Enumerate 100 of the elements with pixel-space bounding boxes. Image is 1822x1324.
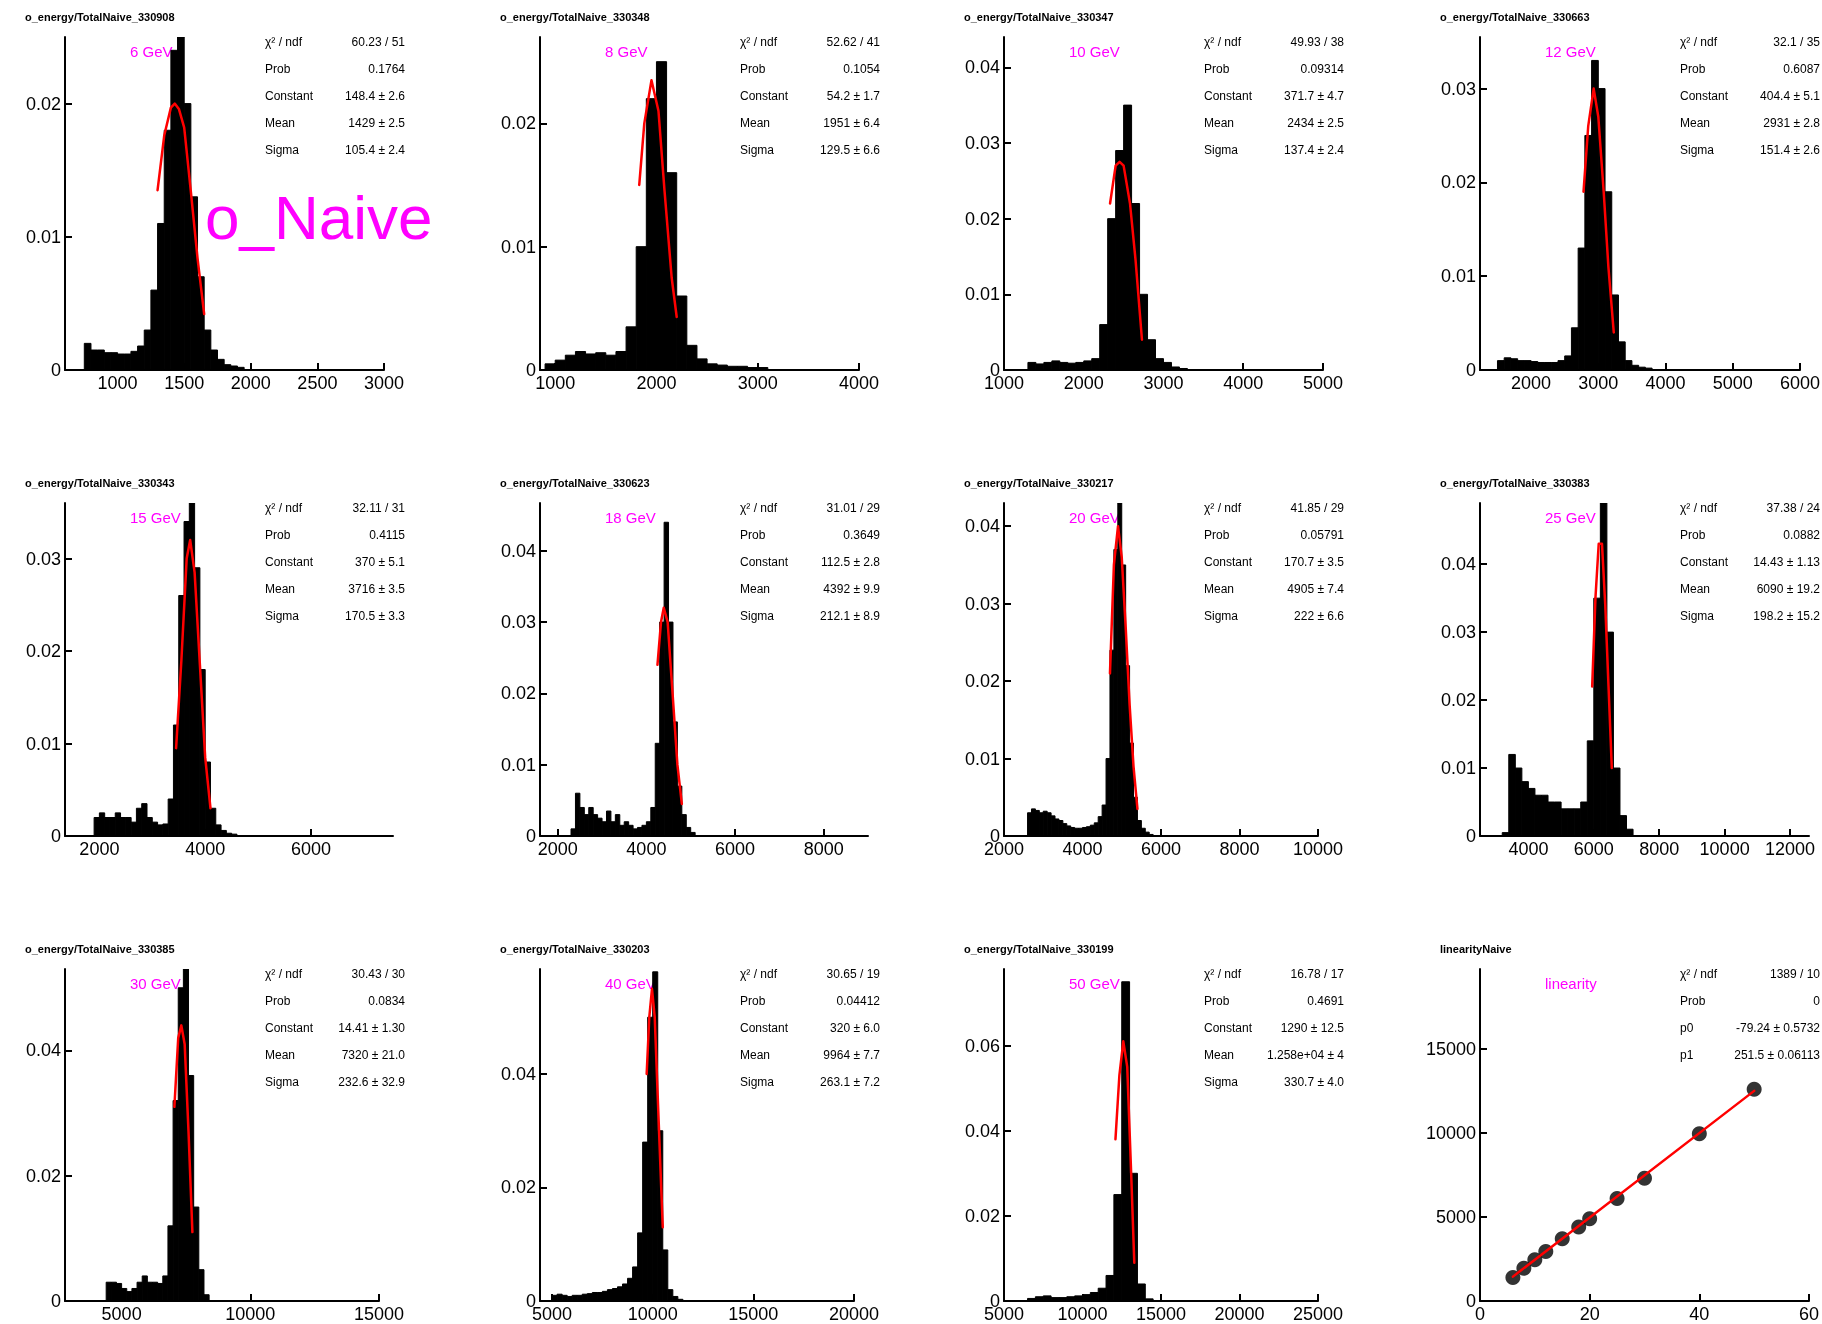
annotation: χ² / ndf — [1680, 967, 1718, 981]
x-tick-label: 4000 — [626, 839, 667, 859]
chart-title: o_energy/TotalNaive_330199 — [964, 942, 1114, 955]
annotation: -79.24 ± 0.5732 — [1736, 1021, 1821, 1035]
annotation: 31.01 / 29 — [826, 501, 881, 515]
annotation: 0.0834 — [368, 994, 406, 1008]
annotation: 60.23 / 51 — [351, 35, 406, 49]
annotation: linearity — [1545, 975, 1598, 992]
x-tick-label: 6000 — [1573, 839, 1614, 859]
annotation: 0.3649 — [843, 528, 881, 542]
annotation: 2434 ± 2.5 — [1287, 116, 1345, 130]
x-tick-label: 6000 — [1140, 839, 1182, 859]
line-series — [656, 606, 684, 806]
y-tick-label: 0.02 — [500, 113, 536, 134]
x-tick-label: 15000 — [728, 1304, 779, 1324]
y-tick-label: 0.01 — [964, 748, 1000, 769]
y-tick-label: 0.02 — [25, 1165, 61, 1186]
annotation: χ² / ndf — [1204, 967, 1242, 981]
annotation: 52.62 / 41 — [826, 35, 881, 49]
annotation: 0.1054 — [843, 62, 881, 76]
annotation: 54.2 ± 1.7 — [826, 89, 881, 103]
x-tick-label: 10000 — [627, 1304, 678, 1324]
annotation: Mean — [265, 116, 296, 130]
x-tick-label: 2000 — [230, 373, 271, 393]
x-tick-label: 3000 — [737, 373, 778, 393]
annotation: Prob — [1204, 62, 1230, 76]
annotation: Mean — [1204, 1048, 1235, 1062]
annotation: 251.5 ± 0.06113 — [1734, 1048, 1821, 1062]
annotation: χ² / ndf — [740, 501, 778, 515]
annotation: Prob — [265, 528, 291, 542]
annotation: 9964 ± 7.7 — [823, 1048, 881, 1062]
x-tick-label: 15000 — [353, 1304, 404, 1324]
annotation: 1290 ± 12.5 — [1280, 1021, 1345, 1035]
annotation: 18 GeV — [605, 509, 656, 526]
annotation: 1.258e+04 ± 4 — [1267, 1048, 1345, 1062]
annotation: 12 GeV — [1545, 43, 1596, 60]
annotation: 320 ± 6.0 — [830, 1021, 881, 1035]
y-tick-label: 0.06 — [964, 1035, 1000, 1056]
annotation: χ² / ndf — [740, 967, 778, 981]
annotation: χ² / ndf — [1204, 35, 1242, 49]
annotation: 25 GeV — [1545, 509, 1596, 526]
y-tick-label: 0.04 — [964, 516, 1000, 537]
y-tick-label: 0 — [50, 360, 61, 380]
annotation: Sigma — [740, 1075, 775, 1089]
annotation: 6090 ± 19.2 — [1756, 582, 1821, 596]
x-tick-label: 8000 — [1219, 839, 1260, 859]
annotation: Sigma — [740, 143, 775, 157]
annotation: 137.4 ± 2.4 — [1284, 143, 1345, 157]
annotation: 129.5 ± 6.6 — [820, 143, 881, 157]
annotation: Prob — [1204, 528, 1230, 542]
annotation: 370 ± 5.1 — [355, 555, 406, 569]
annotation: 263.1 ± 7.2 — [820, 1075, 881, 1089]
y-tick-label: 0.01 — [25, 226, 61, 247]
line-series — [173, 1024, 194, 1234]
x-tick-label: 2000 — [1511, 373, 1552, 393]
annotation: χ² / ndf — [265, 501, 303, 515]
annotation: Constant — [740, 555, 789, 569]
annotation: 170.7 ± 3.5 — [1284, 555, 1345, 569]
annotation: 112.5 ± 2.8 — [820, 555, 881, 569]
chart-title: linearityNaive — [1440, 942, 1512, 955]
y-tick-label: 0.01 — [25, 733, 61, 754]
y-tick-label: 0.04 — [1440, 554, 1476, 575]
y-tick-label: 0 — [525, 826, 536, 846]
x-tick-label: 10000 — [1292, 839, 1343, 859]
annotation: Mean — [265, 582, 296, 596]
annotation: 41.85 / 29 — [1290, 501, 1345, 515]
line-series — [1582, 87, 1616, 334]
annotation: 1951 ± 6.4 — [823, 116, 881, 130]
annotation: p0 — [1680, 1021, 1694, 1035]
y-tick-label: 0.03 — [964, 132, 1000, 153]
annotation: 8 GeV — [605, 43, 648, 60]
chart-title: o_energy/TotalNaive_330663 — [1440, 10, 1590, 23]
annotation: 0.4691 — [1307, 994, 1345, 1008]
annotation: 232.6 ± 32.9 — [338, 1075, 406, 1089]
annotation: 15 GeV — [130, 509, 181, 526]
annotation: 14.43 ± 1.13 — [1753, 555, 1821, 569]
y-tick-label: 0.03 — [964, 593, 1000, 614]
annotation: p1 — [1680, 1048, 1694, 1062]
line-series — [1114, 1040, 1136, 1264]
chart-title: o_energy/TotalNaive_330348 — [500, 10, 650, 23]
x-tick-label: 3000 — [1143, 373, 1184, 393]
x-tick-label: 4000 — [1508, 839, 1549, 859]
line-series — [1590, 542, 1614, 770]
y-tick-label: 0.03 — [1440, 78, 1476, 99]
annotation: Sigma — [265, 1075, 300, 1089]
x-tick-label: 10000 — [1699, 839, 1750, 859]
annotation: Prob — [1680, 528, 1706, 542]
x-tick-label: 5000 — [101, 1304, 142, 1324]
annotation: 6 GeV — [130, 43, 173, 60]
y-tick-label: 0.01 — [500, 754, 536, 775]
annotation: 37.38 / 24 — [1766, 501, 1821, 515]
y-tick-label: 0 — [525, 360, 536, 380]
line-series — [1108, 160, 1144, 341]
annotation: Sigma — [1204, 1075, 1239, 1089]
annotation: Mean — [1204, 116, 1235, 130]
y-tick-label: 0 — [1465, 1291, 1476, 1311]
y-tick-label: 0.04 — [500, 540, 536, 561]
chart-title: o_energy/TotalNaive_330343 — [25, 476, 175, 489]
annotation: 404.4 ± 5.1 — [1760, 89, 1821, 103]
y-tick-label: 0.01 — [500, 236, 536, 257]
